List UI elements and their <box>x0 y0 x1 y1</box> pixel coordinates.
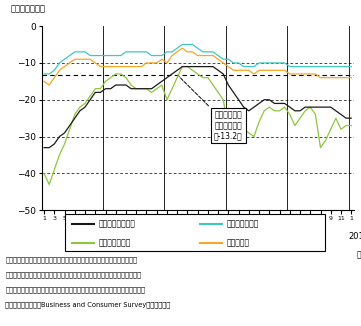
Text: 回答の割合の差。消費者信頼感指数は、上記３指標等による合成指数。: 回答の割合の差。消費者信頼感指数は、上記３指標等による合成指数。 <box>5 287 145 293</box>
Text: （季調済、％）: （季調済、％） <box>10 4 45 13</box>
Text: 資料：欧州委員会「Business and Consumer Survey」から作成。: 資料：欧州委員会「Business and Consumer Survey」から… <box>5 302 171 308</box>
Text: （年月）: （年月） <box>357 251 361 260</box>
Text: 備考：家計状況見通し、経済見通し、貯蓄見通しは、消費者アンケートに: 備考：家計状況見通し、経済見通し、貯蓄見通しは、消費者アンケートに <box>5 256 138 262</box>
Text: 2010: 2010 <box>156 232 178 241</box>
Text: おける、「改善する／悪化する」、また「貯蓄する／貯蓄しない」の: おける、「改善する／悪化する」、また「貯蓄する／貯蓄しない」の <box>5 271 142 278</box>
Text: 2009: 2009 <box>95 232 116 241</box>
Text: 国の経済見通し: 国の経済見通し <box>98 238 131 247</box>
Text: 貯蓄見通し: 貯蓄見通し <box>226 238 249 247</box>
Text: 2011: 2011 <box>218 232 239 241</box>
Text: 消費者信頼感
指数長期平均
（-13.2）: 消費者信頼感 指数長期平均 （-13.2） <box>179 77 243 141</box>
Text: 2013: 2013 <box>349 232 361 241</box>
Text: 家計状況見通し: 家計状況見通し <box>226 219 258 229</box>
Text: 2012: 2012 <box>279 232 300 241</box>
Text: 消費者信頼感指数: 消費者信頼感指数 <box>98 219 135 229</box>
